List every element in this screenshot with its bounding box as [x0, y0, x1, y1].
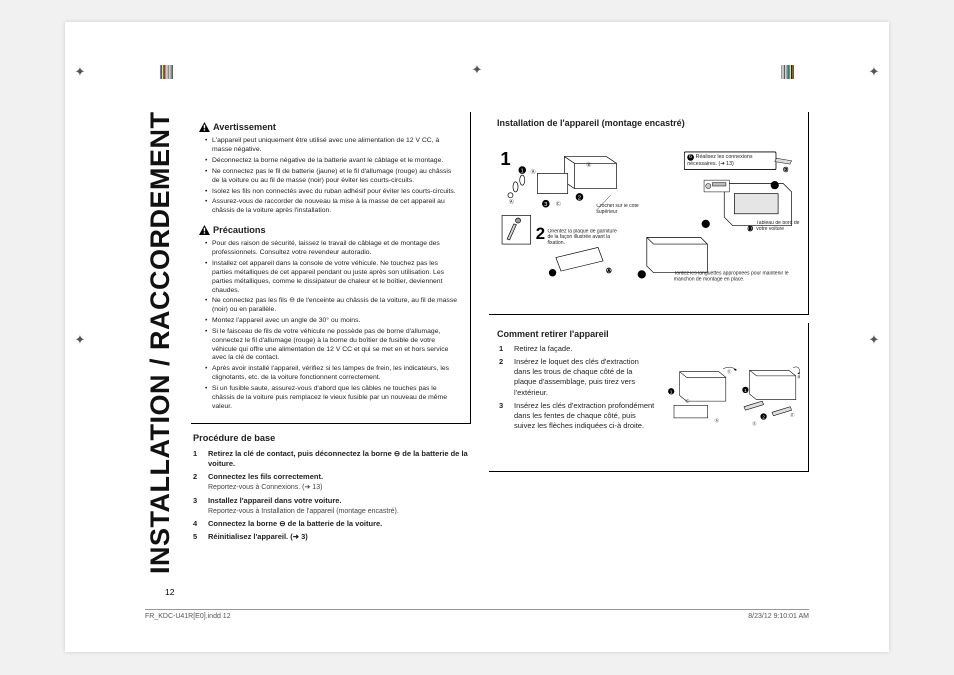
list-item: 1Retirez la façade. — [499, 344, 657, 354]
page-sheet: ✦ ✦ ✦ ✦ ✦ INSTALLATION / RACCORDEMENT Av… — [65, 22, 889, 652]
warning-icon — [199, 225, 210, 235]
list-item: 4Connectez la borne ⊖ de la batterie de … — [193, 519, 471, 529]
list-item: Ne connectez pas le fil de batterie (jau… — [205, 168, 460, 186]
svg-text:Ⓔ: Ⓔ — [727, 368, 732, 375]
svg-text:1: 1 — [670, 389, 673, 395]
removal-diagram: 1 Ⓒ Ⓐ Ⓔ — [667, 344, 800, 454]
list-item: Si un fusible saute, assurez-vous d'abor… — [205, 385, 460, 411]
procedure-list: 1Retirez la clé de contact, puis déconne… — [191, 449, 471, 543]
svg-text:1: 1 — [521, 169, 524, 175]
annot-tableau: Tableau de bord de votre voiture — [756, 221, 800, 233]
reg-mark-midright: ✦ — [867, 332, 881, 346]
list-item: Installez cet appareil dans la console d… — [205, 260, 460, 295]
annot-conn: 6Réalisez les connexions nécessaires. (➜… — [684, 152, 777, 170]
precautions-title: Précautions — [213, 224, 266, 236]
svg-text:Ⓐ: Ⓐ — [509, 199, 514, 206]
precautions-list: Pour des raison de sécurité, laissez le … — [199, 240, 460, 411]
left-column: Avertissement L'appareil peut uniquement… — [191, 112, 471, 592]
svg-text:1: 1 — [500, 148, 510, 169]
right-column: Installation de l'appareil (montage enca… — [489, 112, 809, 592]
svg-text:2: 2 — [536, 224, 545, 243]
list-item: Après avoir installé l'appareil, vérifie… — [205, 365, 460, 383]
svg-text:1: 1 — [704, 223, 707, 229]
list-item: 2Connectez les fils correctement.Reporte… — [193, 472, 471, 493]
list-item: Isolez les fils non connectés avec du ru… — [205, 188, 460, 197]
removal-text: 1Retirez la façade. 2Insérez le loquet de… — [497, 344, 657, 457]
svg-text:Ⓑ: Ⓑ — [748, 226, 753, 233]
svg-text:Ⓐ: Ⓐ — [606, 268, 611, 275]
avertissement-title: Avertissement — [213, 121, 276, 133]
columns: Avertissement L'appareil peut uniquement… — [191, 112, 809, 592]
precautions-heading: Précautions — [199, 224, 460, 236]
removal-box: Comment retirer l'appareil 1Retirez la f… — [489, 323, 809, 472]
warning-icon — [199, 122, 210, 132]
svg-text:Ⓔ: Ⓔ — [752, 420, 757, 427]
svg-text:2: 2 — [578, 196, 581, 202]
avertissement-list: L'appareil peut uniquement être utilisé … — [199, 137, 460, 216]
footer: FR_KDC-U41R[E0].indd 12 8/23/12 9:10:01 … — [145, 609, 809, 620]
svg-text:2: 2 — [762, 415, 765, 421]
list-item: 2Insérez le loquet des clés d'extraction… — [499, 357, 657, 398]
reg-mark-right: ✦ — [867, 64, 881, 78]
svg-text:1: 1 — [773, 184, 776, 190]
footer-right: 8/23/12 9:10:01 AM — [748, 613, 809, 620]
warning-box: Avertissement L'appareil peut uniquement… — [191, 112, 471, 424]
svg-text:Ⓔ: Ⓔ — [790, 412, 795, 419]
annot-tordez: Tordez les languettes appropriées pour m… — [674, 271, 800, 283]
removal-heading: Comment retirer l'appareil — [497, 328, 800, 340]
list-item: Assurez-vous de raccorder de nouveau la … — [205, 198, 460, 216]
svg-text:Ⓓ: Ⓓ — [783, 167, 788, 174]
content-area: INSTALLATION / RACCORDEMENT Avertissemen… — [145, 112, 809, 592]
svg-text:Ⓒ: Ⓒ — [556, 201, 561, 208]
reg-mark-top: ✦ — [470, 62, 484, 76]
page-number: 12 — [165, 587, 174, 597]
list-item: 3Installez l'appareil dans votre voiture… — [193, 496, 471, 517]
list-item: 5Réinitialisez l'appareil. (➜ 3) — [193, 532, 471, 542]
list-item: 3Insérez les clés d'extraction profondém… — [499, 401, 657, 431]
reg-mark-left: ✦ — [73, 64, 87, 78]
list-item: Pour des raison de sécurité, laissez le … — [205, 240, 460, 258]
annot-orient: Orientez la plaque de garniture de la fa… — [548, 229, 624, 246]
svg-text:Ⓐ: Ⓐ — [531, 169, 536, 176]
svg-text:1: 1 — [744, 388, 747, 394]
list-item: Ne connectez pas les fils ⊖ de l'enceint… — [205, 297, 460, 315]
procedure-heading: Procédure de base — [193, 432, 471, 444]
reg-mark-midleft: ✦ — [73, 332, 87, 346]
svg-text:Ⓑ: Ⓑ — [797, 374, 800, 381]
list-item: 1Retirez la clé de contact, puis déconne… — [193, 449, 471, 469]
list-item: Montez l'appareil avec un angle de 30° o… — [205, 317, 460, 326]
removal-list: 1Retirez la façade. 2Insérez le loquet de… — [497, 344, 657, 431]
install-diagram: 1 — [497, 133, 800, 303]
vertical-section-title: INSTALLATION / RACCORDEMENT — [145, 112, 176, 592]
avertissement-heading: Avertissement — [199, 121, 460, 133]
install-heading: Installation de l'appareil (montage enca… — [497, 117, 800, 129]
list-item: Déconnectez la borne négative de la batt… — [205, 157, 460, 166]
install-diagram-box: Installation de l'appareil (montage enca… — [489, 112, 809, 315]
list-item: L'appareil peut uniquement être utilisé … — [205, 137, 460, 155]
svg-text:Ⓐ: Ⓐ — [715, 417, 720, 424]
svg-text:Ⓑ: Ⓑ — [586, 162, 591, 169]
list-item: Si le faisceau de fils de votre véhicule… — [205, 328, 460, 363]
footer-left: FR_KDC-U41R[E0].indd 12 — [145, 613, 231, 620]
